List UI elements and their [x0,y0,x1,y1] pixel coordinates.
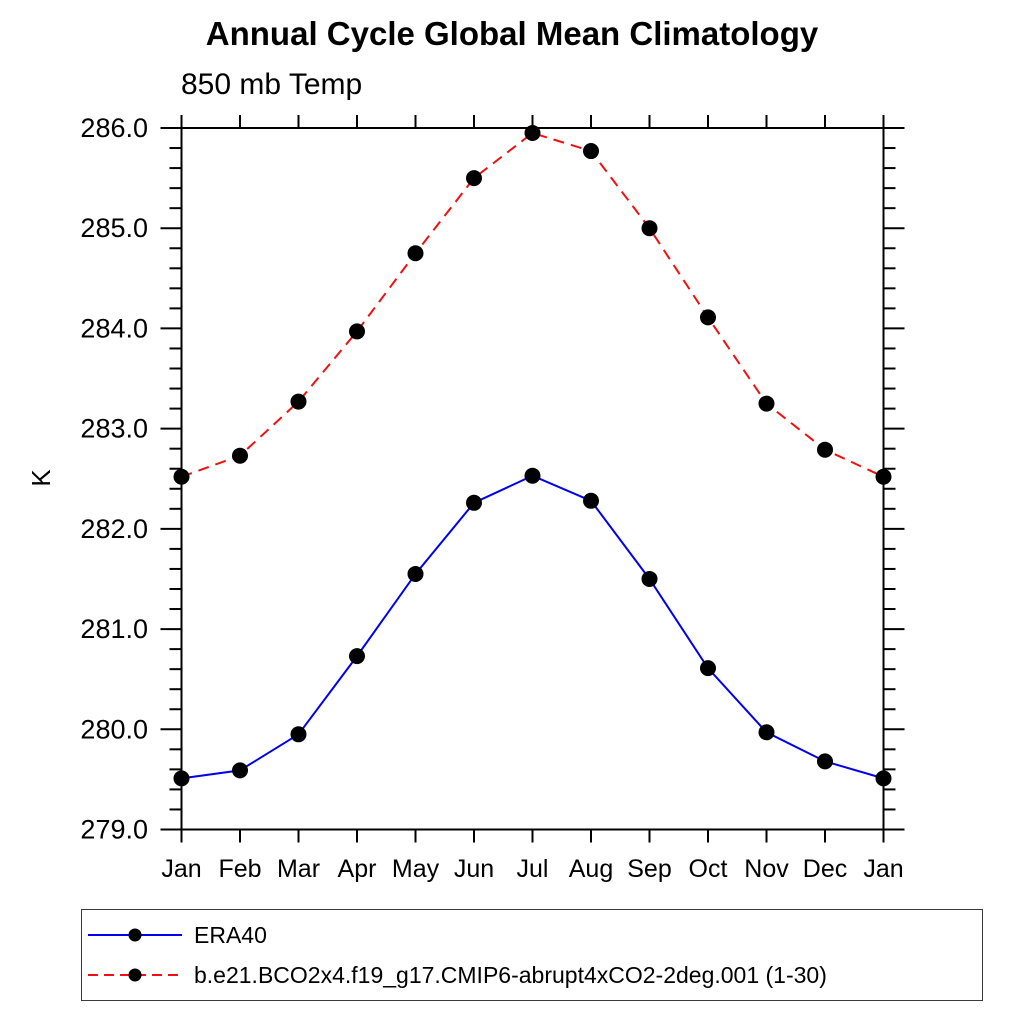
data-point-marker-model [407,245,424,262]
data-point-marker-model [817,441,833,458]
legend-label-era40: ERA40 [194,921,267,948]
data-point-marker-model [875,468,892,485]
y-tick-label: 286.0 [80,113,148,143]
data-point-marker-model [758,395,775,412]
data-point-marker-era40 [290,726,307,743]
data-point-marker-era40 [173,770,190,787]
x-tick-label: Jun [454,855,494,883]
legend: ERA40 b.e21.BCO2x4.f19_g17.CMIP6-abrupt4x… [81,909,983,1001]
x-tick-label: Mar [277,855,320,883]
x-tick-label: Jan [161,855,201,883]
x-tick-label: Oct [689,855,728,883]
data-point-marker-model [583,143,599,160]
y-axis-title: K [26,469,56,487]
y-tick-label: 280.0 [80,714,148,744]
data-point-marker-era40 [232,762,248,779]
y-tick-label: 282.0 [80,514,148,544]
data-point-marker-era40 [466,494,482,511]
data-point-marker-model [700,309,716,326]
data-point-marker-model [524,125,541,142]
data-point-marker-model [349,323,365,340]
data-point-marker-model [641,220,658,237]
x-tick-label: Aug [569,855,613,883]
y-tick-label: 281.0 [80,614,148,644]
page-title: Annual Cycle Global Mean Climatology [205,15,819,52]
data-point-marker-era40 [407,565,424,582]
data-point-marker-era40 [524,467,541,484]
y-tick-label: 283.0 [80,414,148,444]
legend-marker-icon [128,928,142,942]
solid-line-sample-icon [88,928,182,942]
data-point-marker-era40 [875,770,892,787]
y-tick-label: 279.0 [80,815,148,845]
x-tick-label: May [392,855,440,883]
page-subtitle: 850 mb Temp [181,68,363,101]
data-point-marker-era40 [758,724,775,741]
y-tick-label: 285.0 [80,213,148,243]
data-point-marker-model [466,170,482,187]
x-tick-label: Sep [627,855,671,883]
series-line-era40 [181,474,884,780]
data-point-marker-era40 [583,492,599,509]
y-tick-label: 284.0 [80,313,148,343]
data-point-marker-era40 [641,570,658,587]
x-tick-label: Jul [517,855,549,883]
x-tick-label: Dec [803,855,847,883]
data-point-marker-era40 [349,648,365,665]
data-point-marker-model [290,393,307,410]
x-tick-label: Jan [863,855,903,883]
x-tick-label: Feb [218,855,261,883]
legend-item-model: b.e21.BCO2x4.f19_g17.CMIP6-abrupt4xCO2-2… [86,955,982,995]
x-tick-label: Apr [338,855,377,883]
dashed-line-sample-icon [88,968,182,982]
x-tick-label: Nov [744,855,789,883]
legend-marker-icon [128,968,142,982]
data-point-marker-model [232,447,248,464]
legend-item-era40: ERA40 [86,915,982,955]
series-line-model [181,131,884,478]
data-point-marker-model [173,468,190,485]
data-point-marker-era40 [700,660,716,677]
legend-label-model: b.e21.BCO2x4.f19_g17.CMIP6-abrupt4xCO2-2… [194,961,827,988]
data-point-marker-era40 [817,753,833,770]
